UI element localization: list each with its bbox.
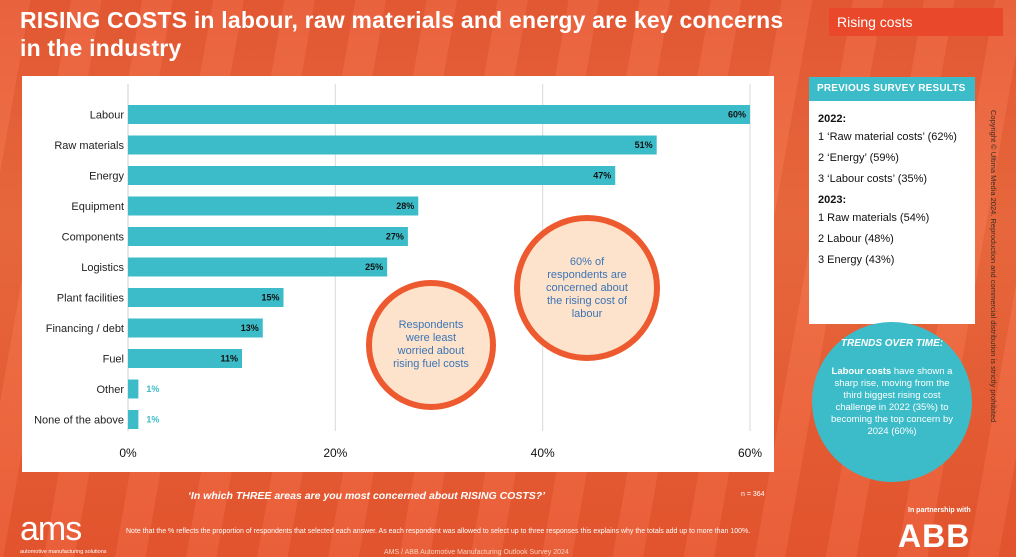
category-label: None of the above bbox=[34, 415, 124, 427]
ams-logo: ams bbox=[20, 510, 82, 548]
partner-label: In partnership with bbox=[908, 507, 971, 514]
bar-chart: Labour 60% Raw materials 51% Energy 47% Equipm… bbox=[22, 76, 774, 472]
category-label: Labour bbox=[90, 110, 125, 122]
bar bbox=[128, 410, 139, 429]
bar bbox=[128, 166, 616, 185]
trends-circle: TRENDS OVER TIME: Labour costs have show… bbox=[812, 322, 972, 482]
category-label: Components bbox=[62, 232, 125, 244]
chart-svg: Labour 60% Raw materials 51% Energy 47% Equipm… bbox=[34, 84, 762, 460]
category-label: Other bbox=[96, 384, 124, 396]
source-footer: AMS / ABB Automotive Manufacturing Outlo… bbox=[384, 549, 569, 556]
list-item: 2 Labour (48%) bbox=[818, 233, 894, 245]
category-label: Equipment bbox=[71, 201, 124, 213]
value-label: 13% bbox=[241, 323, 259, 333]
trends-text: Labour costs have shown a sharp rise, mo… bbox=[830, 366, 954, 438]
category-label: Raw materials bbox=[54, 140, 124, 152]
value-label: 51% bbox=[635, 140, 653, 150]
previous-survey-header: PREVIOUS SURVEY RESULTS bbox=[809, 77, 975, 101]
category-label: Energy bbox=[89, 171, 124, 183]
tick-label: 40% bbox=[531, 446, 555, 460]
list-item: 3 ‘Labour costs’ (35%) bbox=[818, 173, 928, 185]
trends-header: TRENDS OVER TIME: bbox=[840, 338, 944, 349]
value-label: 27% bbox=[386, 232, 404, 242]
list-item: 2 ‘Energy’ (59%) bbox=[818, 152, 899, 164]
trends-bold: Labour costs bbox=[831, 366, 892, 377]
value-label: 15% bbox=[261, 293, 279, 303]
bar bbox=[128, 379, 139, 399]
ams-logo-subtitle: automotive manufacturing solutions bbox=[20, 549, 107, 555]
year-2023: 2023: bbox=[818, 194, 847, 206]
survey-question: ‘In which THREE areas are you most conce… bbox=[188, 490, 546, 502]
value-label: 1% bbox=[146, 384, 159, 394]
previous-survey-panel: PREVIOUS SURVEY RESULTS 2022: 1 ‘Raw mat… bbox=[809, 77, 975, 324]
category-label: Logistics bbox=[81, 262, 124, 274]
labour-callout-text: 60% of respondents are concerned about t… bbox=[546, 255, 628, 320]
value-label: 60% bbox=[728, 110, 746, 120]
page-title: RISING COSTS in labour, raw materials an… bbox=[20, 7, 784, 61]
value-label: 25% bbox=[365, 262, 383, 272]
tick-label: 20% bbox=[323, 446, 347, 460]
list-item: 3 Energy (43%) bbox=[818, 254, 895, 266]
bar bbox=[128, 135, 657, 155]
copyright-text: Copyright © Ultima Media 2024. Reproduct… bbox=[989, 110, 998, 423]
value-label: 28% bbox=[396, 201, 414, 211]
category-label: Fuel bbox=[103, 354, 124, 366]
trends-body: have shown a sharp rise, moving from the… bbox=[831, 366, 953, 437]
bar bbox=[128, 318, 263, 338]
labour-callout: 60% of respondents are concerned about t… bbox=[514, 215, 660, 361]
category-label: Financing / debt bbox=[46, 323, 124, 335]
list-item: 1 Raw materials (54%) bbox=[818, 212, 930, 224]
copyright-notice: Copyright © Ultima Media 2024. Reproduct… bbox=[985, 110, 999, 460]
value-label: 1% bbox=[146, 415, 159, 425]
bar bbox=[128, 257, 388, 277]
footnote: Note that the % reflects the proportion … bbox=[126, 528, 751, 535]
section-tag: Rising costs bbox=[829, 8, 1003, 36]
abb-logo: ABB bbox=[898, 518, 971, 554]
year-2022: 2022: bbox=[818, 113, 847, 125]
tick-label: 60% bbox=[738, 446, 762, 460]
value-label: 47% bbox=[593, 171, 611, 181]
bar bbox=[128, 196, 419, 216]
bar bbox=[128, 227, 408, 246]
list-item: 1 ‘Raw material costs’ (62%) bbox=[818, 131, 957, 143]
fuel-callout-text: Respondents were least worried about ris… bbox=[393, 319, 469, 370]
bar bbox=[128, 288, 284, 307]
fuel-callout: Respondents were least worried about ris… bbox=[366, 280, 496, 410]
tick-label: 0% bbox=[119, 446, 137, 460]
value-label: 11% bbox=[221, 354, 239, 364]
bar bbox=[128, 105, 750, 124]
bar bbox=[128, 349, 243, 368]
category-label: Plant facilities bbox=[57, 293, 125, 305]
sample-size: n = 364 bbox=[741, 491, 765, 498]
